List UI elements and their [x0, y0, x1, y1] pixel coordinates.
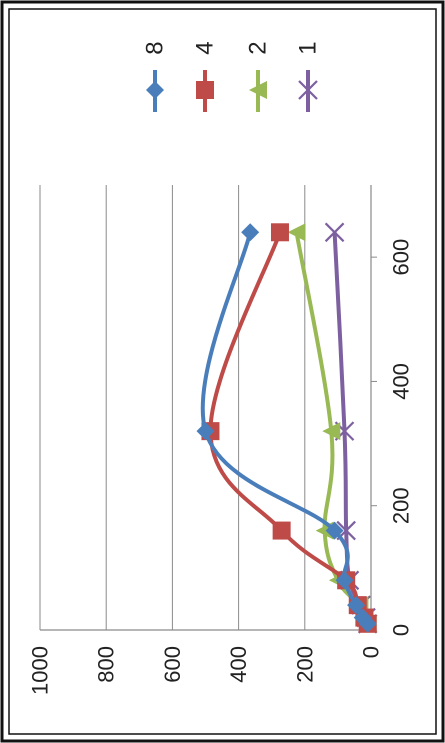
data-point — [325, 521, 344, 540]
y-tick-label: 0 — [359, 646, 384, 658]
y-tick-label: 600 — [160, 646, 185, 683]
axes: 0 200 400 600 800 1000 0 200 400 600 — [28, 185, 414, 695]
data-point — [241, 223, 260, 242]
legend-label: 8 — [142, 41, 169, 54]
y-tick-label: 800 — [94, 646, 119, 683]
y-tick-label: 200 — [292, 646, 317, 683]
data-point — [272, 521, 291, 540]
legend: 8 4 2 1 — [142, 41, 322, 112]
legend-entry-4: 4 — [192, 41, 219, 112]
y-tick-label: 400 — [226, 646, 251, 683]
y-tick-label: 1000 — [28, 646, 53, 695]
data-point — [324, 222, 345, 243]
inner-border — [8, 8, 437, 735]
data-point — [196, 422, 215, 441]
data-point — [287, 223, 306, 242]
legend-label: 1 — [295, 41, 322, 54]
data-point — [270, 223, 289, 242]
marker-stroke — [324, 222, 345, 243]
grid — [39, 185, 306, 630]
series-8 — [196, 223, 377, 633]
data-point — [353, 608, 372, 627]
legend-label: 2 — [245, 41, 272, 54]
legend-label: 4 — [192, 41, 219, 54]
x-tick-label: 200 — [389, 487, 414, 524]
legend-entry-8: 8 — [142, 41, 169, 112]
x-tick-label: 0 — [389, 624, 414, 636]
legend-entry-1: 1 — [295, 41, 322, 112]
legend-marker — [249, 81, 267, 99]
data-point — [335, 571, 354, 590]
data-point — [322, 422, 341, 441]
series — [196, 222, 378, 634]
x-tick-label: 600 — [389, 239, 414, 276]
legend-marker — [298, 80, 318, 100]
legend-marker — [196, 81, 214, 99]
x-tick-label: 400 — [389, 363, 414, 400]
legend-entry-2: 2 — [245, 41, 272, 112]
marker-stroke — [298, 80, 318, 100]
data-point — [347, 596, 366, 615]
legend-marker — [146, 81, 164, 99]
